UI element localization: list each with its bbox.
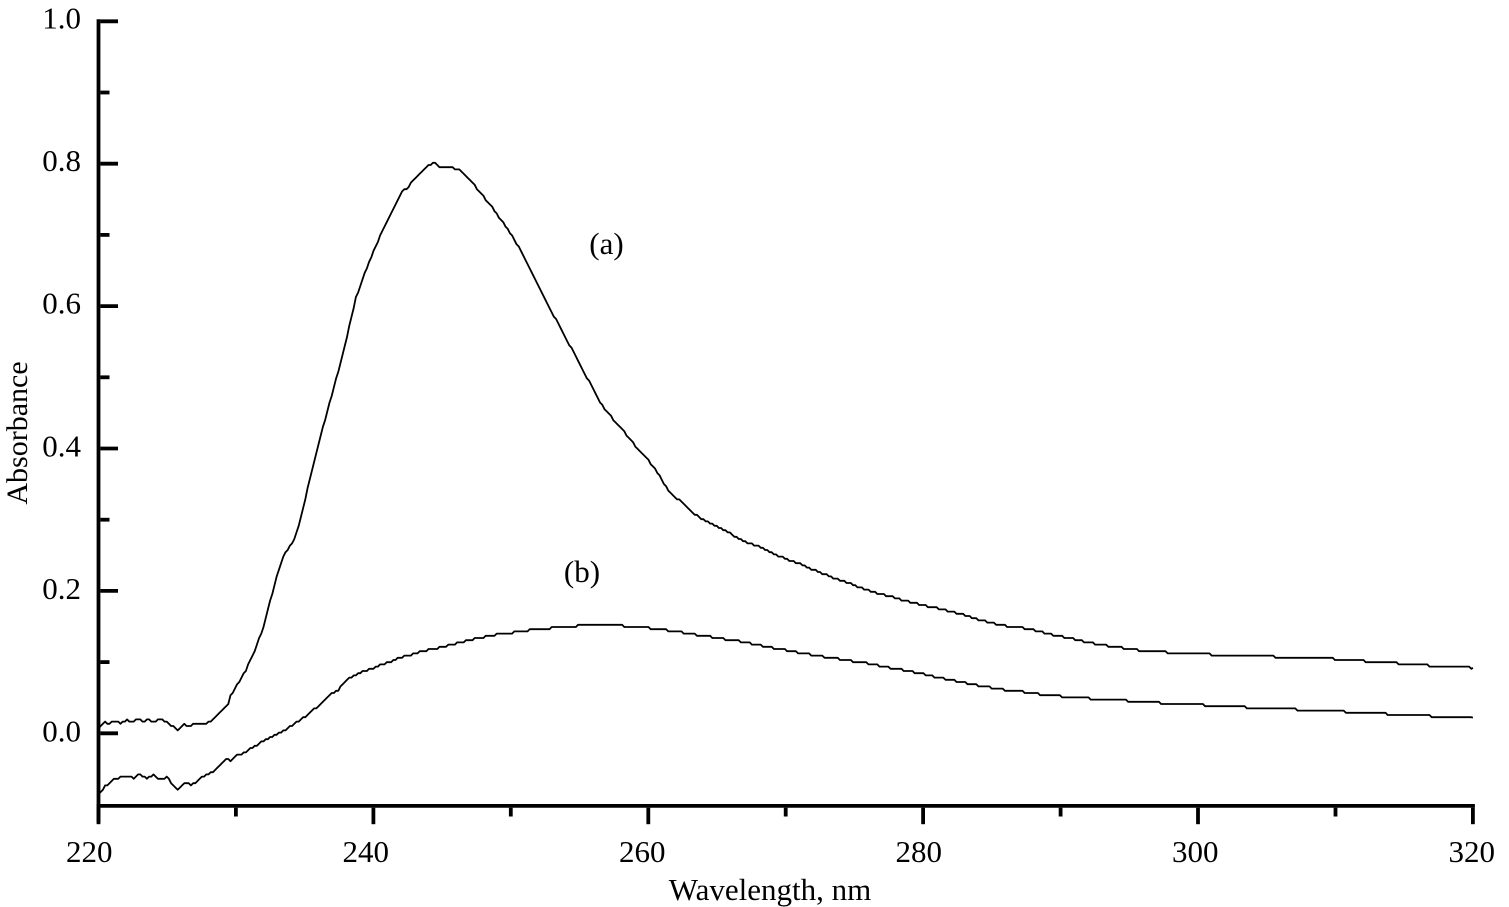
svg-text:(a): (a) (589, 226, 623, 261)
svg-text:0.0: 0.0 (42, 714, 81, 749)
svg-text:0.4: 0.4 (42, 428, 81, 463)
svg-text:0.8: 0.8 (42, 143, 81, 178)
svg-text:0.2: 0.2 (42, 571, 81, 606)
svg-text:0.6: 0.6 (42, 286, 81, 321)
svg-text:1.0: 1.0 (42, 0, 81, 35)
svg-text:Wavelength, nm: Wavelength, nm (669, 872, 871, 907)
svg-text:220: 220 (66, 834, 113, 869)
svg-text:240: 240 (342, 834, 389, 869)
svg-text:Absorbance: Absorbance (1, 361, 34, 504)
svg-text:260: 260 (619, 834, 666, 869)
svg-text:(b): (b) (564, 554, 600, 589)
svg-text:280: 280 (896, 834, 943, 869)
svg-text:320: 320 (1449, 834, 1496, 869)
svg-text:300: 300 (1172, 834, 1219, 869)
